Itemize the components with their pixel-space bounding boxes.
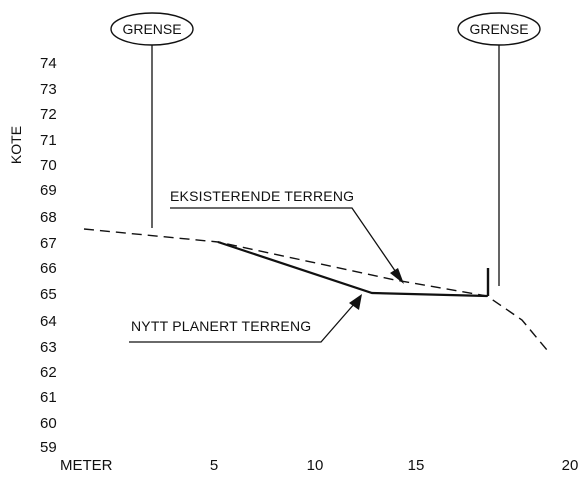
y-tick-label: 67: [40, 235, 57, 252]
y-axis-label: KOTE: [8, 126, 24, 164]
arrowhead: [349, 294, 362, 310]
boundary-marker-right: GRENSE: [457, 12, 541, 286]
x-tick-label: 5: [210, 457, 218, 474]
y-tick-label: 66: [40, 260, 57, 277]
x-axis-label: METER: [60, 457, 113, 474]
y-tick-label: 64: [40, 313, 57, 330]
x-tick-label: 10: [307, 457, 324, 474]
y-tick-label: 71: [40, 132, 57, 149]
boundary-label-left: GRENSE: [122, 21, 181, 37]
boundary-label-right: GRENSE: [469, 21, 528, 37]
x-tick-label: 20: [562, 457, 579, 474]
new-terrain-label: NYTT PLANERT TERRENG: [131, 318, 311, 334]
y-tick-label: 59: [40, 439, 57, 456]
new-terrain-annotation: NYTT PLANERT TERRENG: [129, 294, 362, 343]
y-tick-label: 69: [40, 182, 57, 199]
y-tick-label: 61: [40, 389, 57, 406]
y-tick-label: 63: [40, 339, 57, 356]
y-tick-labels: 74 73 72 71 70 69 68 67 66 65 64 63 62 6…: [40, 55, 57, 456]
y-tick-label: 62: [40, 364, 57, 381]
y-tick-label: 70: [40, 157, 57, 174]
existing-terrain-label: EKSISTERENDE TERRENG: [170, 188, 354, 204]
y-tick-label: 68: [40, 209, 57, 226]
arrowhead: [390, 268, 404, 284]
leader-line: [129, 302, 356, 343]
y-tick-label: 74: [40, 55, 57, 72]
x-tick-label: 15: [408, 457, 425, 474]
y-tick-label: 65: [40, 286, 57, 303]
y-tick-label: 72: [40, 106, 57, 123]
leader-line: [170, 207, 401, 279]
existing-terrain-annotation: EKSISTERENDE TERRENG: [170, 188, 404, 284]
y-tick-label: 73: [40, 81, 57, 98]
existing-terrain-line: [83, 228, 548, 351]
y-tick-label: 60: [40, 415, 57, 432]
new-terrain-line: [217, 240, 488, 298]
boundary-marker-left: GRENSE: [110, 12, 194, 228]
x-tick-labels: 5 10 15 20: [210, 457, 579, 474]
